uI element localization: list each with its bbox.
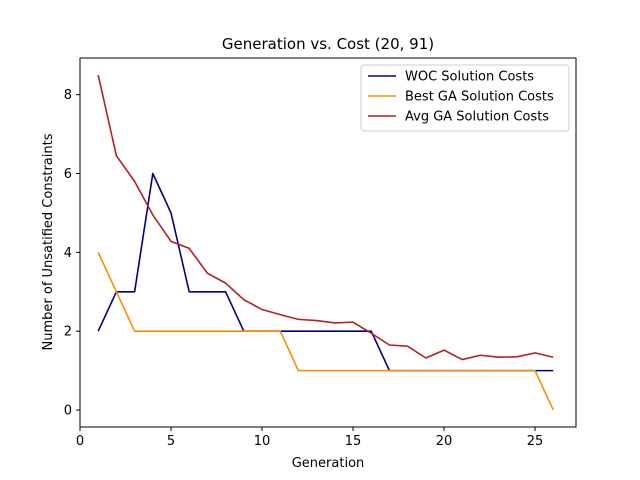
series-line-3 <box>97 74 554 361</box>
plot-lines <box>97 74 554 411</box>
y-axis: 0 2 4 6 8 <box>64 88 80 419</box>
x-tick-label: 20 <box>436 434 453 449</box>
x-tick-label: 25 <box>527 434 544 449</box>
series-line-2 <box>97 252 554 411</box>
x-tick-label: 10 <box>254 434 271 449</box>
legend-label-1: WOC Solution Costs <box>405 70 534 85</box>
legend: WOC Solution Costs Best GA Solution Costs… <box>360 64 570 132</box>
legend-label-2: Best GA Solution Costs <box>405 90 554 105</box>
x-axis-label: Generation <box>292 456 365 471</box>
y-tick-label: 6 <box>64 167 72 182</box>
x-tick-label: 5 <box>167 434 175 449</box>
x-tick-label: 15 <box>345 434 362 449</box>
plot-frame <box>79 57 577 428</box>
legend-box <box>360 64 570 132</box>
chart-title: Generation vs. Cost (20, 91) <box>222 35 434 53</box>
x-tick-label: 0 <box>76 434 84 449</box>
y-tick-label: 0 <box>64 404 72 419</box>
y-tick-label: 8 <box>64 88 72 103</box>
x-axis: 0 5 10 15 20 25 <box>76 427 543 449</box>
legend-label-3: Avg GA Solution Costs <box>405 110 549 125</box>
y-tick-label: 2 <box>64 325 72 340</box>
y-tick-label: 4 <box>64 246 72 261</box>
y-axis-label: Number of Unsatified Constraints <box>41 133 56 350</box>
